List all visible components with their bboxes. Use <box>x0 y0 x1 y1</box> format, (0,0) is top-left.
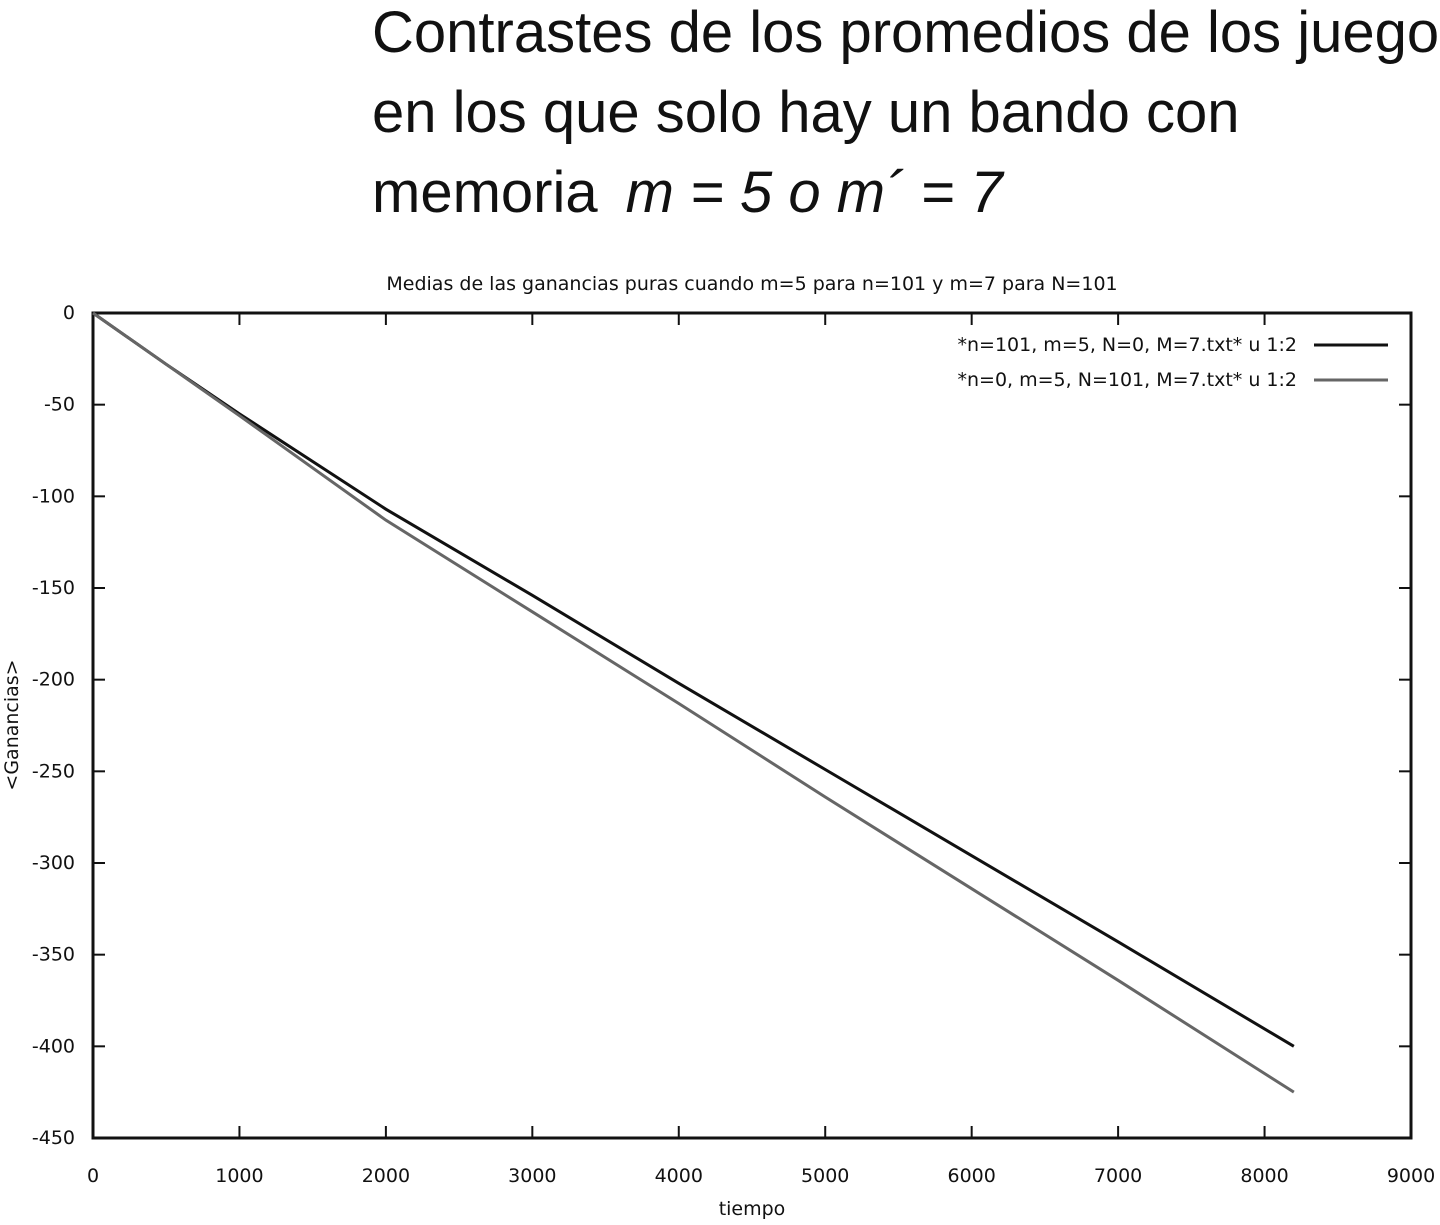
heading-line: en los que solo hay un bando con <box>372 80 1239 145</box>
y-tick-label: -450 <box>32 1127 75 1149</box>
y-tick-label: -100 <box>32 485 75 507</box>
legend-label: *n=101, m=5, N=0, M=7.txt* u 1:2 <box>958 334 1298 356</box>
series-line <box>92 311 1295 1048</box>
chart-title: Medias de las ganancias puras cuando m=5… <box>386 273 1117 295</box>
y-tick-label: -400 <box>32 1035 75 1057</box>
x-tick-label: 8000 <box>1240 1165 1288 1187</box>
heading-line: memoria <box>372 160 598 225</box>
x-tick-label: 4000 <box>655 1165 703 1187</box>
y-axis-label: <Ganancias> <box>1 659 23 790</box>
plot-frame <box>91 311 1413 1140</box>
legend-label: *n=0, m=5, N=101, M=7.txt* u 1:2 <box>958 369 1298 391</box>
y-tick-label: -350 <box>32 944 75 966</box>
x-tick-label: 5000 <box>801 1165 849 1187</box>
x-tick-label: 6000 <box>947 1165 995 1187</box>
x-tick-label: 9000 <box>1387 1165 1435 1187</box>
x-tick-label: 7000 <box>1094 1165 1142 1187</box>
heading-line: Contrastes de los promedios de los juego… <box>372 0 1440 65</box>
y-tick-label: -200 <box>32 669 75 691</box>
heading-line: memoria m = 5 o m´ = 7 <box>372 160 1005 225</box>
x-tick-label: 2000 <box>362 1165 410 1187</box>
y-tick-label: -250 <box>32 760 75 782</box>
x-tick-label: 3000 <box>508 1165 556 1187</box>
heading-formula: m = 5 o m´ = 7 <box>626 160 1006 225</box>
y-tick-label: -150 <box>32 577 75 599</box>
y-tick-label: -300 <box>32 852 75 874</box>
x-tick-label: 1000 <box>215 1165 263 1187</box>
x-axis-label: tiempo <box>719 1198 786 1220</box>
y-tick-label: -50 <box>44 394 75 416</box>
series-line <box>92 311 1295 1094</box>
x-tick-label: 0 <box>87 1165 99 1187</box>
y-tick-label: 0 <box>63 302 75 324</box>
